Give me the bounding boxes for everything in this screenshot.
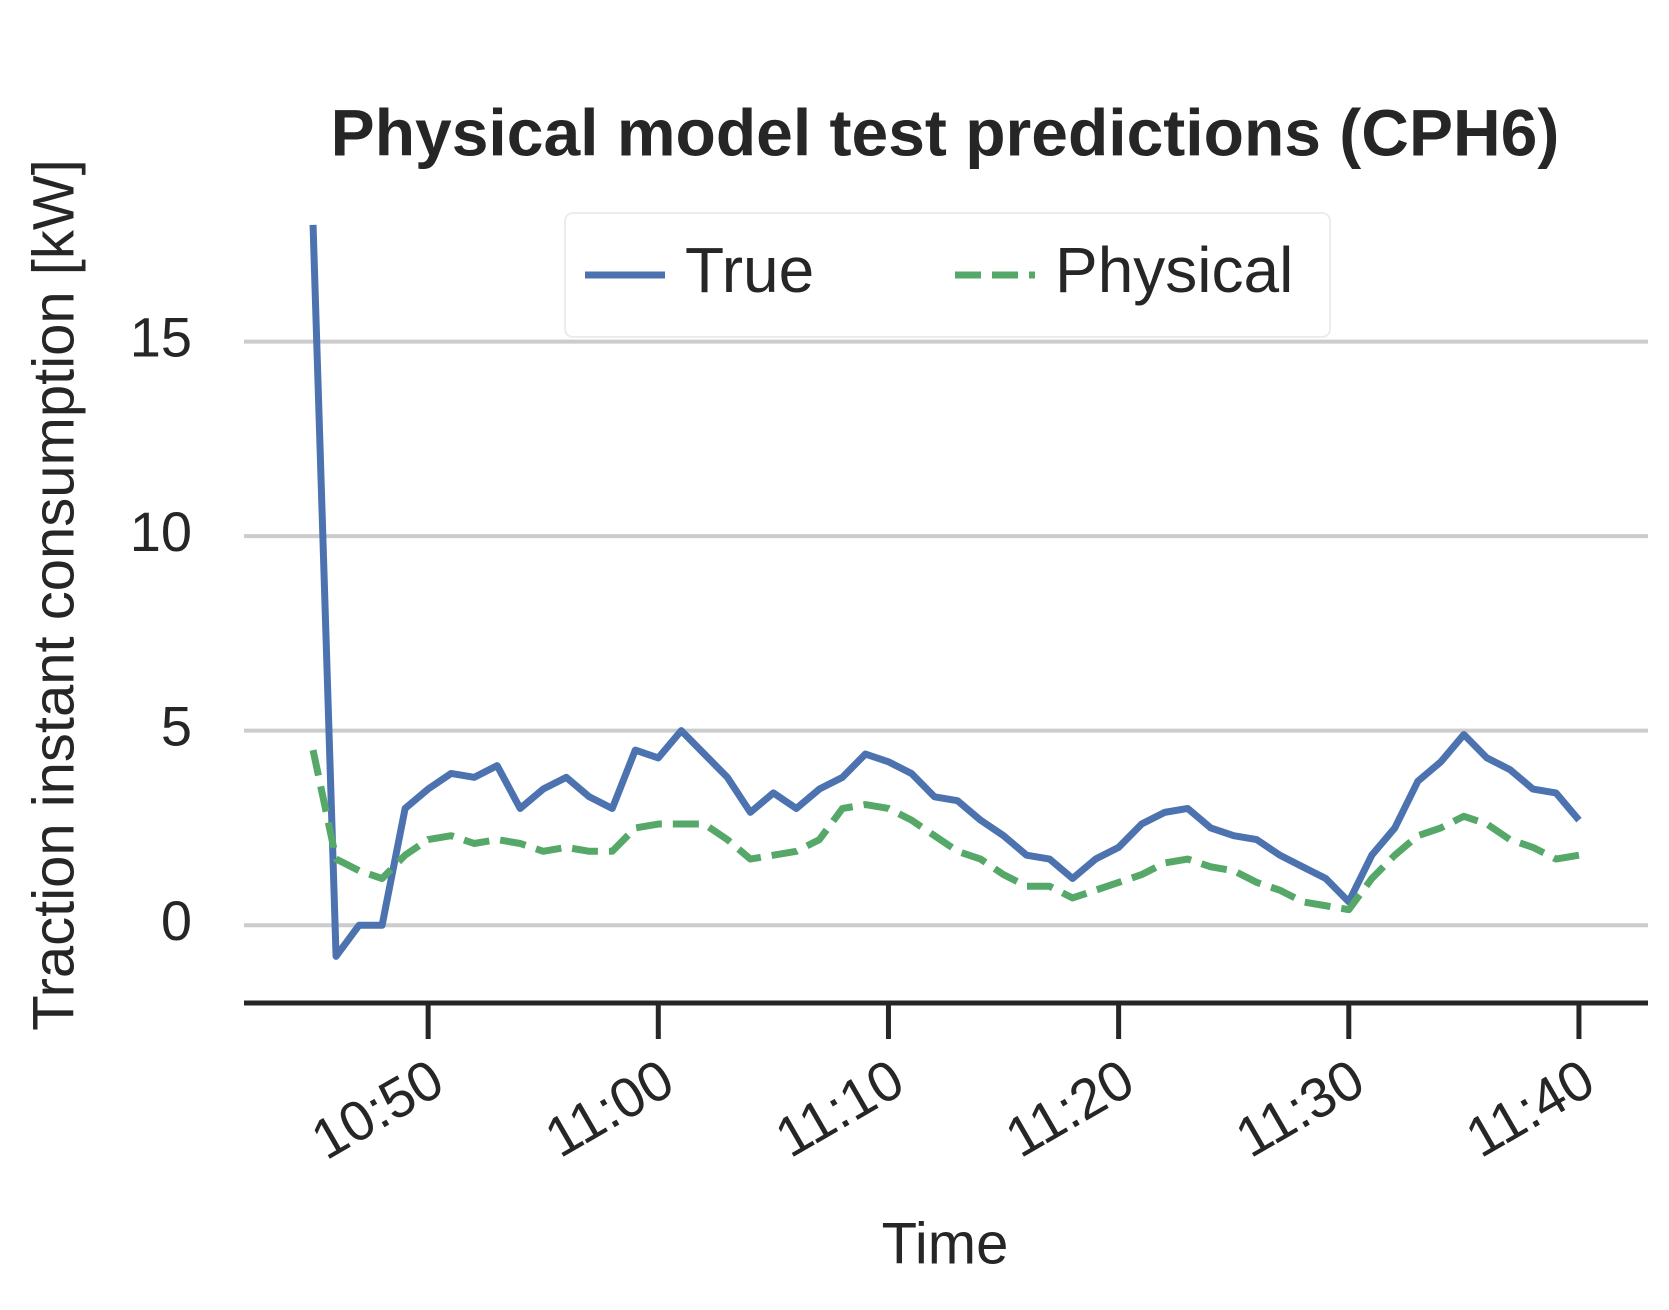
series-line bbox=[309, 224, 1582, 960]
x-tick-label: 11:10 bbox=[765, 1047, 914, 1170]
x-tick-label: 10:50 bbox=[301, 1047, 454, 1172]
legend: True Physical bbox=[564, 212, 1331, 338]
x-axis-label: Time bbox=[882, 1211, 1009, 1276]
x-tick-label: 11:20 bbox=[995, 1047, 1144, 1170]
x-tick-label: 11:40 bbox=[1455, 1047, 1604, 1170]
y-tick-label: 0 bbox=[161, 889, 192, 952]
legend-label: True bbox=[685, 234, 814, 306]
y-tick-label: 10 bbox=[130, 500, 192, 563]
legend-label: Physical bbox=[1055, 234, 1293, 306]
x-tick-label: 11:00 bbox=[534, 1047, 683, 1170]
legend-box bbox=[564, 212, 1331, 338]
y-axis-label: Traction instant consumption [kW] bbox=[21, 159, 86, 1030]
chart-title: Physical model test predictions (CPH6) bbox=[331, 95, 1560, 169]
x-tick-label: 11:30 bbox=[1225, 1047, 1374, 1170]
y-tick-label: 5 bbox=[161, 694, 192, 757]
series-line bbox=[309, 749, 1580, 914]
y-tick-label: 15 bbox=[130, 305, 192, 368]
